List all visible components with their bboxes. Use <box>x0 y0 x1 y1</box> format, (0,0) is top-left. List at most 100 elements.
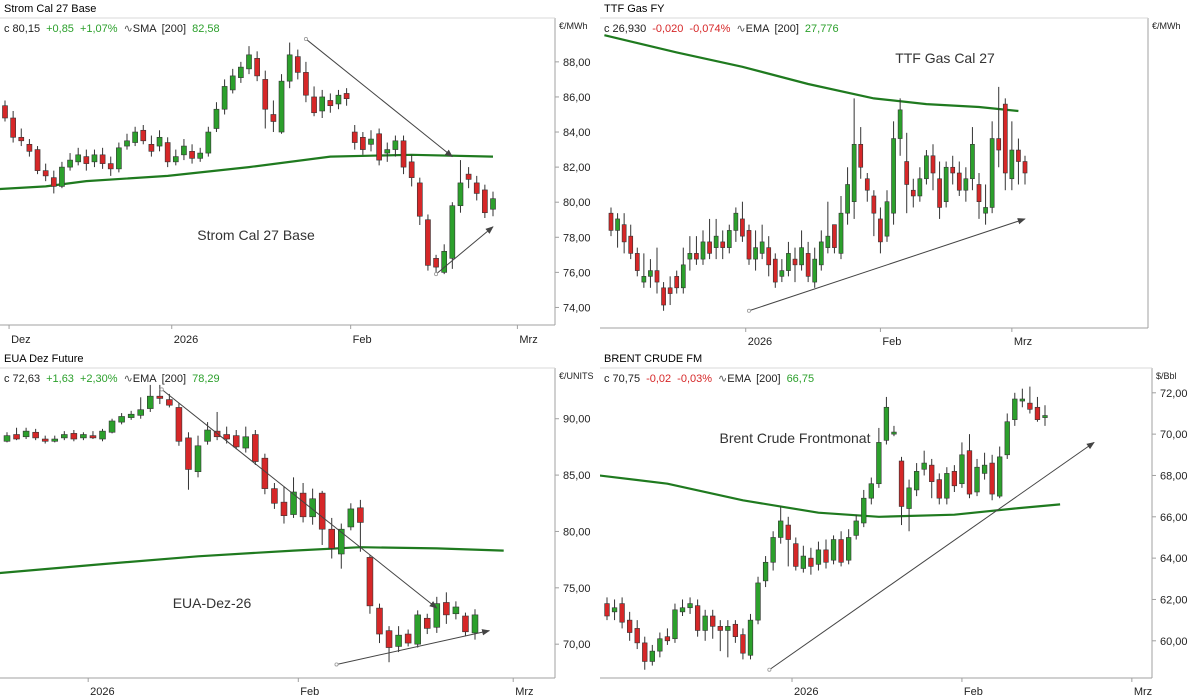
candle-body-down <box>164 142 171 163</box>
candle-body-down <box>740 634 746 654</box>
candle <box>634 247 640 277</box>
candle <box>772 253 778 288</box>
candle <box>891 121 896 225</box>
candle-body-down <box>707 241 712 254</box>
info-change-pct: +2,30% <box>80 373 118 385</box>
candle-body-down <box>385 630 393 648</box>
indicator-period: [200] <box>162 373 186 385</box>
candle <box>989 121 995 214</box>
candle-body-down <box>1002 103 1008 174</box>
candle-body-up <box>457 182 464 207</box>
candle <box>443 592 450 624</box>
candle <box>878 207 883 254</box>
candle <box>864 173 870 202</box>
candle <box>720 230 726 260</box>
info-close: c 80,15 <box>4 23 40 35</box>
x-tick-label: Feb <box>964 686 983 698</box>
candle-body-up <box>286 54 293 82</box>
candle <box>262 70 269 129</box>
candle-body-up <box>127 413 135 418</box>
candle <box>770 531 776 571</box>
candle-body-down <box>621 224 627 243</box>
panel-title: BRENT CRUDE FM <box>604 353 703 365</box>
indicator-value: 82,58 <box>192 23 220 35</box>
candle-body-down <box>878 218 883 243</box>
unit-label: €/MWh <box>559 21 588 31</box>
candle <box>132 126 138 147</box>
candle <box>853 514 859 540</box>
moving-average-line <box>0 546 504 575</box>
trend-arrow-start <box>746 308 751 313</box>
candle-body-down <box>41 438 49 442</box>
candle-body-up <box>3 435 11 442</box>
candle-body-down <box>667 287 673 294</box>
candle-body-up <box>414 614 421 645</box>
candle-body-down <box>694 253 699 260</box>
candle-body-down <box>619 603 625 623</box>
candle <box>108 418 116 434</box>
candle <box>270 100 277 133</box>
candle <box>1009 121 1015 191</box>
candle-body-down <box>148 144 155 152</box>
candle <box>309 488 316 525</box>
chart-annotation: Strom Cal 27 Base <box>197 227 315 243</box>
candle-body-up <box>615 218 620 231</box>
candle <box>604 597 610 621</box>
candle <box>213 411 221 441</box>
candle <box>26 139 33 157</box>
candle <box>897 98 903 156</box>
candle <box>680 247 686 294</box>
candle <box>943 161 949 208</box>
candle <box>672 603 678 643</box>
candle-body-up <box>786 253 791 271</box>
info-change: +0,85 <box>46 23 74 35</box>
candle <box>793 537 799 571</box>
info-change: -0,02 <box>646 373 671 385</box>
candle <box>884 190 890 242</box>
candle-body-up <box>851 143 857 203</box>
candle-body-up <box>181 145 187 156</box>
candle-body-up <box>876 442 882 485</box>
trend-arrow <box>435 226 494 275</box>
candle-body-up <box>335 94 342 105</box>
candle-body-down <box>642 642 648 662</box>
x-tick-label: Mrz <box>1014 336 1032 348</box>
candle <box>726 224 732 254</box>
candle <box>966 434 973 499</box>
candle <box>858 127 864 179</box>
candle-body-up <box>80 434 87 439</box>
candle <box>621 213 627 254</box>
candle-body-down <box>357 507 364 523</box>
candle-body-down <box>634 628 640 644</box>
candle <box>910 178 916 208</box>
candle-body-down <box>232 435 240 448</box>
candle-body-up <box>452 606 460 615</box>
candle-body-down <box>254 58 260 77</box>
candle <box>861 489 867 528</box>
candle-body-down <box>746 230 752 260</box>
candle-body-down <box>343 93 350 99</box>
candle-body-up <box>204 429 211 442</box>
candle <box>1004 413 1010 459</box>
candle <box>710 609 716 639</box>
candle <box>929 458 935 499</box>
candle <box>753 230 758 271</box>
candle <box>642 636 648 670</box>
candle <box>408 154 415 187</box>
trend-arrow-start <box>767 667 772 672</box>
candle <box>707 218 712 260</box>
chart-panel-brent: $/Bbl 60,00 62,00 64,00 66,00 68,00 70,00 72,00… <box>600 350 1200 700</box>
candlestick-chart-brent: $/Bbl 60,00 62,00 64,00 66,00 68,00 70,00 72,00… <box>600 367 1188 698</box>
candle <box>75 147 82 166</box>
candle <box>213 102 220 133</box>
candle-body-down <box>107 163 114 170</box>
candle <box>1027 386 1033 414</box>
candle-body-up <box>713 235 719 248</box>
candle <box>615 213 620 248</box>
candle <box>936 473 942 505</box>
candle-body-down <box>462 615 469 633</box>
candle <box>733 207 739 242</box>
candle <box>996 86 1002 168</box>
candle <box>376 128 382 166</box>
y-tick-label: 70,00 <box>563 639 591 651</box>
